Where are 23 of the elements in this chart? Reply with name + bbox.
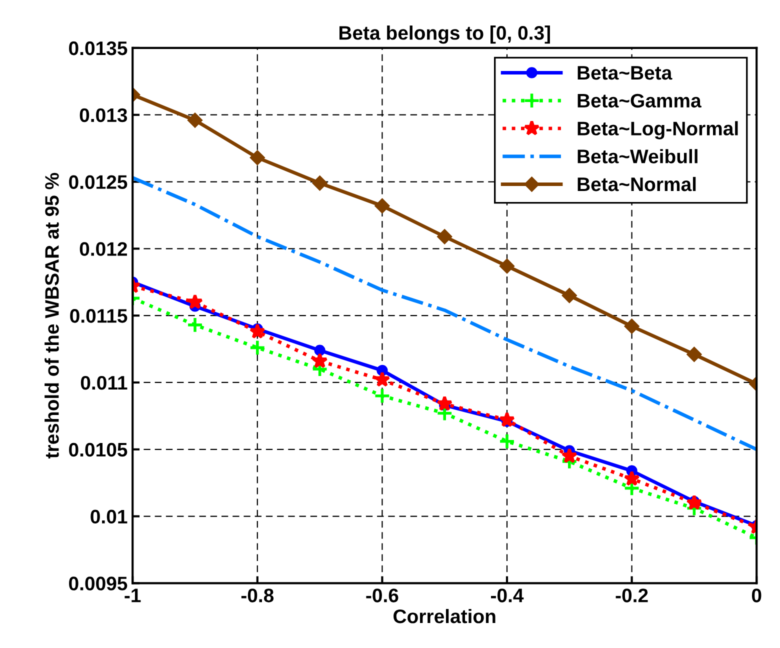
- x-tick-label: -1: [124, 588, 141, 602]
- x-tick-label: -0.6: [366, 588, 398, 602]
- x-tick-label: -0.2: [616, 588, 648, 602]
- x-axis-title: Correlation: [394, 608, 496, 624]
- y-tick-label: 0.01: [90, 510, 128, 524]
- x-tick-label: 0: [752, 588, 762, 602]
- y-tick-label: 0.0125: [69, 175, 128, 189]
- legend-label: Beta~Normal: [578, 176, 696, 192]
- y-tick-label: 0.013: [80, 108, 128, 122]
- y-tick-label: 0.011: [80, 376, 128, 390]
- legend-label: Beta~Weibull: [578, 149, 698, 164]
- x-tick-label: -0.4: [491, 588, 524, 602]
- y-axis-title: treshold of the WBSAR at 95 %: [44, 172, 59, 458]
- y-tick-label: 0.0135: [69, 41, 128, 56]
- legend-label: Beta~Gamma: [578, 94, 702, 108]
- chart-title: Beta belongs to [0, 0.3]: [339, 26, 550, 44]
- y-tick-label: 0.0115: [70, 309, 128, 323]
- y-tick-label: 0.012: [80, 242, 127, 256]
- legend-label: Beta~Beta: [578, 66, 672, 80]
- legend-label: Beta~Log-Normal: [578, 121, 738, 140]
- y-tick-label: 0.0095: [69, 576, 128, 590]
- x-tick-label: -0.8: [241, 588, 274, 602]
- y-tick-label: 0.0105: [69, 442, 128, 457]
